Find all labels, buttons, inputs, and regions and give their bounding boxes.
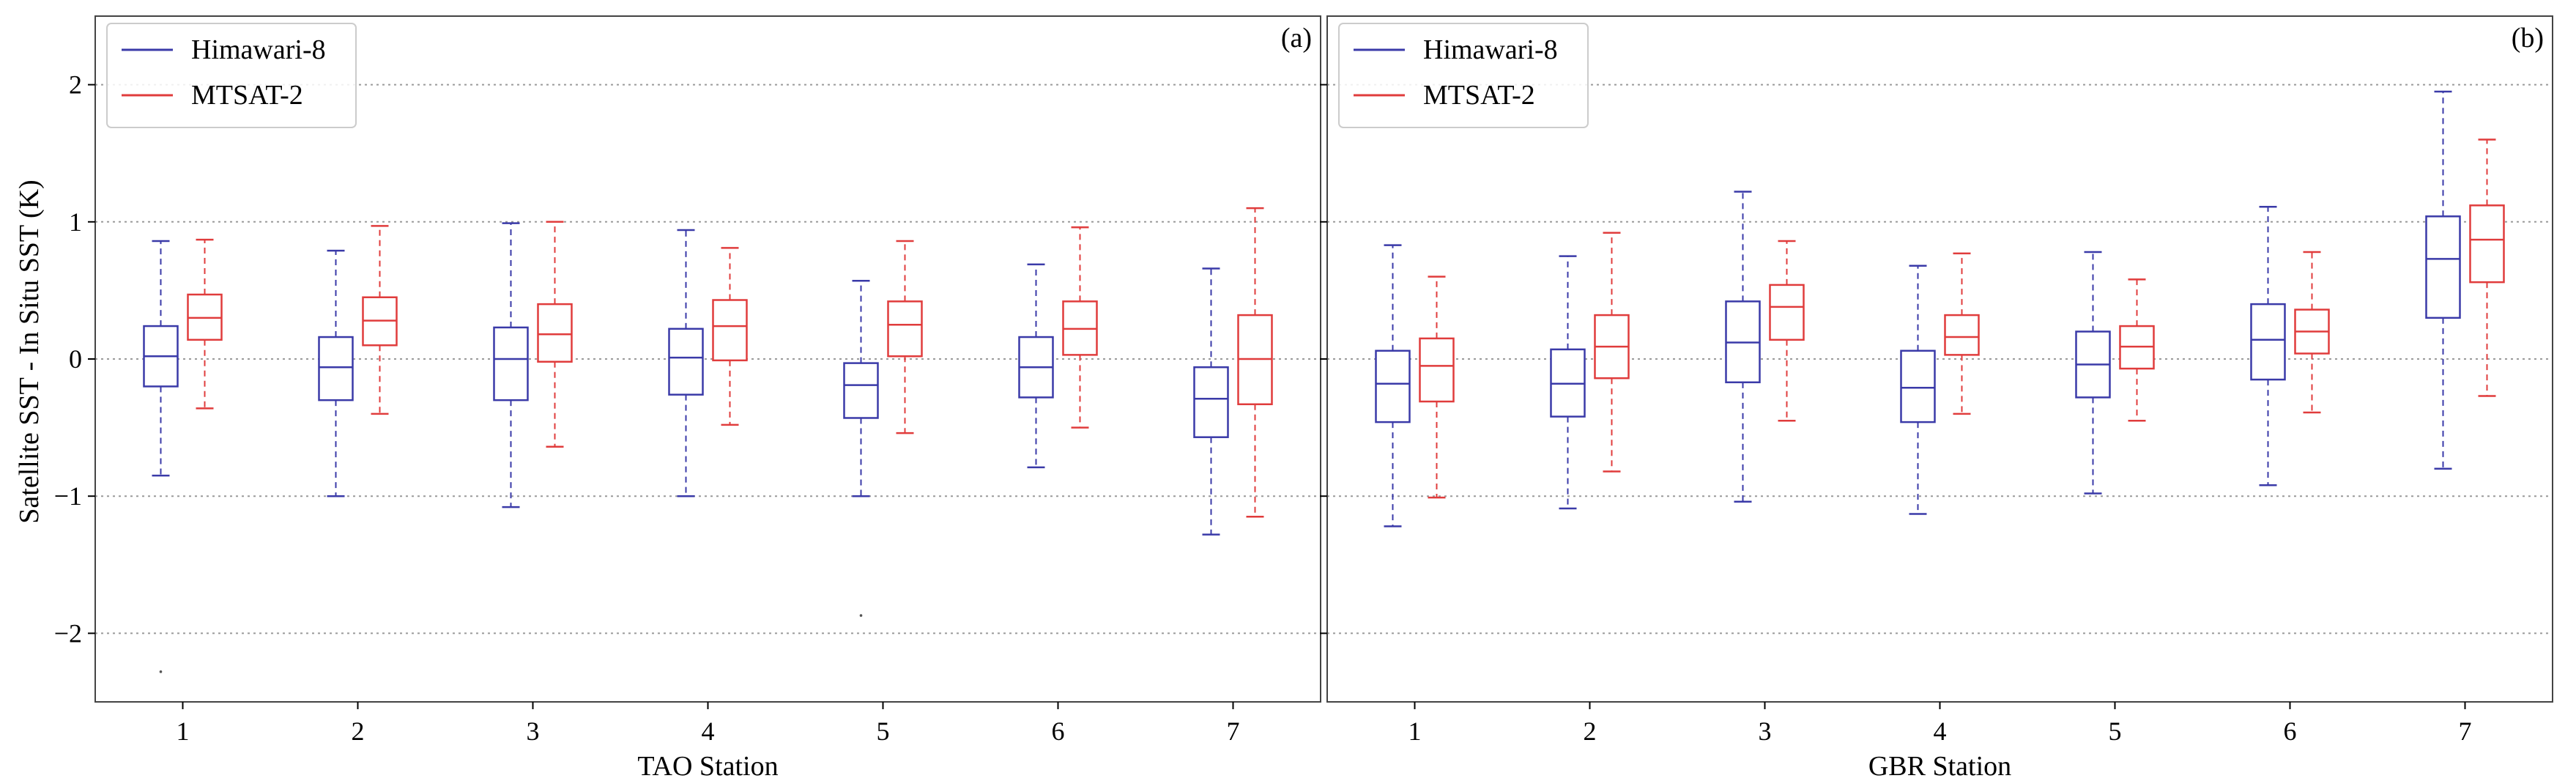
panel-b: 1 2 3 4 5 6 7 GBR Station (b) Himawari-8 MTSAT-2 bbox=[1320, 15, 2553, 781]
legend-label: MTSAT-2 bbox=[191, 80, 303, 111]
box-mtsat-2-station-6 bbox=[2294, 251, 2330, 414]
x-tick-label: 2 bbox=[1584, 717, 1597, 746]
y-tick-label: 2 bbox=[69, 70, 82, 100]
iqr-box bbox=[843, 362, 879, 419]
x-tick-label: 6 bbox=[2284, 717, 2297, 746]
box-mtsat-2-station-6 bbox=[1062, 226, 1098, 429]
outlier-point bbox=[159, 670, 163, 673]
outlier-point bbox=[859, 614, 863, 617]
x-tick-label: 5 bbox=[877, 717, 890, 746]
x-tick-label: 3 bbox=[1759, 717, 1772, 746]
x-tick-label: 3 bbox=[527, 717, 540, 746]
box-mtsat-2-station-4 bbox=[712, 247, 748, 426]
box-himawari-8-station-7 bbox=[2425, 90, 2461, 470]
iqr-box bbox=[887, 300, 923, 358]
x-tick-label: 4 bbox=[702, 717, 715, 746]
y-axis-label: Satellite SST - In Situ SST (K) bbox=[14, 179, 45, 523]
box-himawari-8-station-4 bbox=[1900, 264, 1936, 515]
box-himawari-8-station-5 bbox=[843, 280, 879, 497]
panel-a: −2 −1 0 1 2 1 2 3 4 5 6 7 TAO Station (a) Himawari-8 MT… bbox=[54, 15, 1321, 781]
x-axis-label: TAO Station bbox=[637, 751, 778, 781]
iqr-box bbox=[537, 303, 573, 363]
x-tick-label: 7 bbox=[2459, 717, 2472, 746]
iqr-box bbox=[1193, 366, 1229, 438]
panel-label: (b) bbox=[2512, 23, 2544, 53]
panel-label: (a) bbox=[1281, 23, 1312, 53]
iqr-box bbox=[1769, 284, 1805, 341]
y-tick-label: −2 bbox=[54, 618, 82, 648]
box-mtsat-2-station-3 bbox=[537, 221, 573, 448]
y-tick-label: 0 bbox=[69, 344, 82, 374]
box-himawari-8-station-3 bbox=[1725, 190, 1761, 503]
legend-label: Himawari-8 bbox=[1423, 34, 1558, 65]
x-tick-label: 7 bbox=[1227, 717, 1240, 746]
box-mtsat-2-station-4 bbox=[1944, 252, 1980, 415]
box-mtsat-2-station-1 bbox=[1419, 275, 1455, 499]
box-mtsat-2-station-3 bbox=[1769, 240, 1805, 422]
x-tick-label: 5 bbox=[2109, 717, 2122, 746]
x-tick-label: 1 bbox=[1408, 717, 1422, 746]
box-mtsat-2-station-2 bbox=[1594, 232, 1630, 473]
box-himawari-8-station-6 bbox=[2250, 205, 2286, 486]
iqr-box bbox=[1419, 337, 1455, 403]
iqr-box bbox=[712, 299, 748, 362]
y-tick-label: −1 bbox=[54, 481, 82, 511]
box-himawari-8-station-1 bbox=[143, 240, 179, 477]
iqr-box bbox=[2469, 204, 2505, 284]
box-himawari-8-station-4 bbox=[668, 229, 704, 497]
iqr-box bbox=[493, 326, 529, 401]
x-tick-label: 6 bbox=[1052, 717, 1065, 746]
box-himawari-8-station-6 bbox=[1018, 263, 1054, 469]
box-mtsat-2-station-5 bbox=[2119, 278, 2155, 422]
x-tick-label: 1 bbox=[177, 717, 190, 746]
x-axis-label: GBR Station bbox=[1868, 751, 2011, 781]
legend-label: Himawari-8 bbox=[191, 34, 326, 65]
iqr-box bbox=[1375, 349, 1411, 423]
legend-label: MTSAT-2 bbox=[1423, 80, 1535, 111]
box-mtsat-2-station-1 bbox=[187, 238, 223, 410]
box-himawari-8-station-7 bbox=[1193, 267, 1229, 536]
iqr-box bbox=[318, 336, 354, 401]
y-tick-label: 1 bbox=[69, 207, 82, 237]
x-tick-label: 2 bbox=[352, 717, 365, 746]
box-himawari-8-station-3 bbox=[493, 222, 529, 508]
box-himawari-8-station-5 bbox=[2075, 251, 2111, 495]
box-himawari-8-station-1 bbox=[1375, 244, 1411, 528]
x-tick-label: 4 bbox=[1934, 717, 1947, 746]
iqr-box bbox=[2425, 215, 2461, 319]
iqr-box bbox=[1900, 349, 1936, 423]
box-mtsat-2-station-7 bbox=[1237, 207, 1273, 518]
box-himawari-8-station-2 bbox=[318, 249, 354, 497]
box-mtsat-2-station-7 bbox=[2469, 138, 2505, 397]
iqr-box bbox=[668, 327, 704, 396]
box-himawari-8-station-2 bbox=[1550, 255, 1586, 510]
box-mtsat-2-station-2 bbox=[362, 225, 398, 415]
iqr-box bbox=[1944, 314, 1980, 356]
iqr-box bbox=[2250, 303, 2286, 381]
box-mtsat-2-station-5 bbox=[887, 240, 923, 434]
